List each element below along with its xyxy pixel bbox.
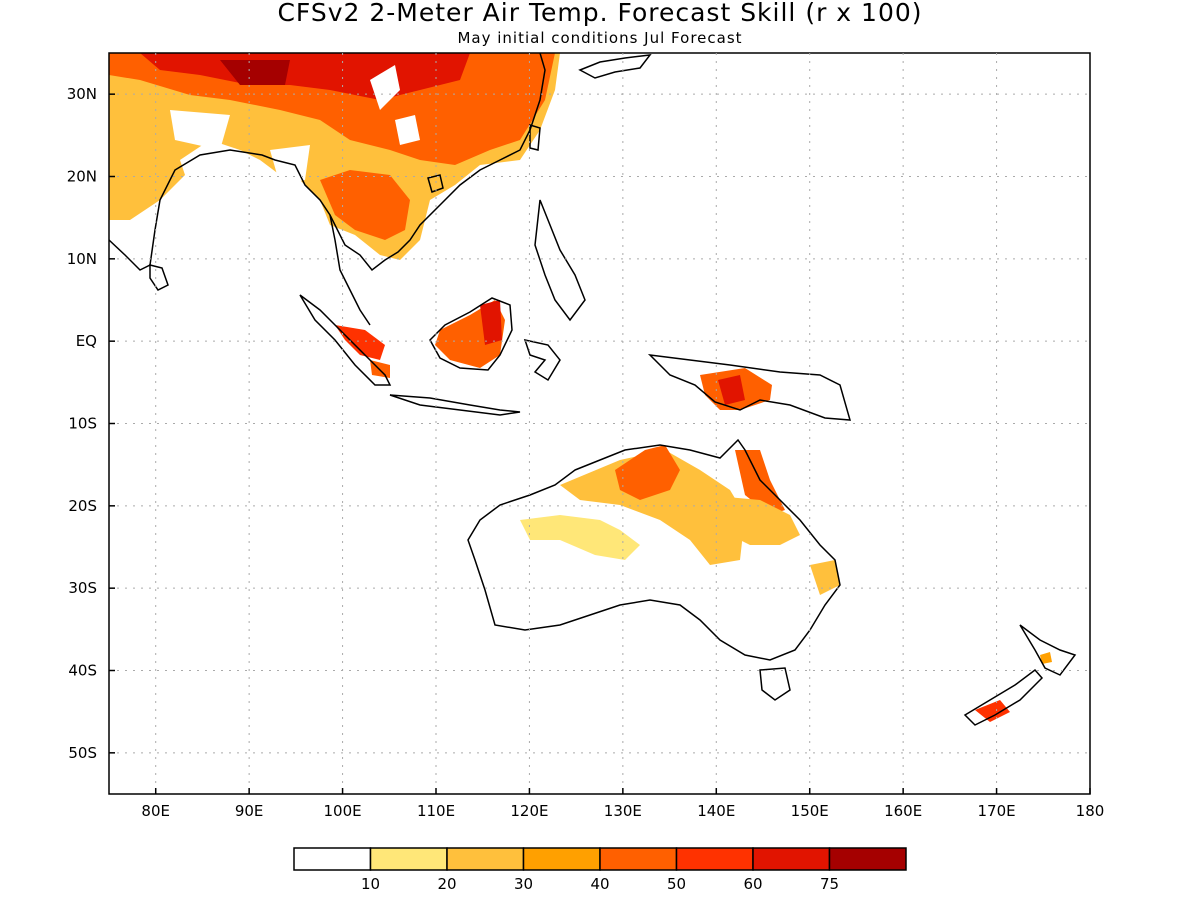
x-tick-label: 170E <box>978 802 1016 820</box>
colorbar-swatch <box>369 847 448 871</box>
coast-asia <box>109 53 546 272</box>
coast-sri-lanka <box>149 264 169 291</box>
coast-new-zealand-south <box>963 668 1044 726</box>
coast-new-zealand-north <box>1019 624 1077 676</box>
coast-australia <box>467 438 841 661</box>
y-tick-label: 10S <box>68 415 97 433</box>
skill-region-nsw <box>810 560 840 595</box>
skill-hole <box>370 65 400 110</box>
skill-region-new-zealand <box>975 700 1010 722</box>
latitude-axis: 30N 20N 10N EQ 10S 20S 30S 40S 50S <box>67 85 115 762</box>
skill-hole <box>395 115 420 145</box>
colorbar: 10 20 30 40 50 60 75 <box>293 847 907 893</box>
colorbar-swatch <box>522 847 601 871</box>
coast-malay <box>329 214 371 326</box>
y-tick-label: 50S <box>68 744 97 762</box>
map-subtitle: May initial conditions Jul Forecast <box>457 29 743 47</box>
skill-shading <box>109 53 1052 722</box>
coast-new-guinea <box>647 353 852 421</box>
x-tick-label: 100E <box>324 802 362 820</box>
x-tick-label: 150E <box>791 802 829 820</box>
x-tick-label: 80E <box>141 802 170 820</box>
colorbar-label: 50 <box>667 875 686 893</box>
skill-region-new-zealand-n <box>1040 652 1052 664</box>
skill-region-australia-yellow <box>520 515 640 560</box>
y-tick-label: 20S <box>68 497 97 515</box>
skill-region-australia-arnhem <box>615 445 680 500</box>
skill-region-indochina <box>320 170 410 240</box>
coast-sulawesi <box>523 338 561 382</box>
colorbar-swatch <box>828 847 907 871</box>
skill-region-india <box>125 130 185 200</box>
skill-region-sumatra <box>335 325 385 360</box>
skill-hole <box>270 145 310 185</box>
y-tick-label: 10N <box>67 250 97 268</box>
skill-region-new-guinea-core <box>718 375 745 405</box>
map-title: CFSv2 2-Meter Air Temp. Forecast Skill (… <box>277 0 923 27</box>
colorbar-swatch <box>446 847 525 871</box>
y-tick-label: 30S <box>68 579 97 597</box>
x-tick-label: 90E <box>235 802 264 820</box>
skill-hole <box>170 110 230 150</box>
colorbar-swatch <box>752 847 831 871</box>
skill-region-cape-york <box>735 450 785 515</box>
graticule <box>109 53 1090 794</box>
coast-philippines <box>534 199 586 322</box>
colorbar-label: 40 <box>590 875 609 893</box>
skill-region-china-max <box>220 60 290 85</box>
coast-tasmania <box>759 667 791 701</box>
colorbar-label: 10 <box>361 875 380 893</box>
colorbar-label: 75 <box>820 875 839 893</box>
x-tick-label: 160E <box>884 802 922 820</box>
skill-region-borneo-core <box>480 300 502 345</box>
x-tick-label: 110E <box>417 802 455 820</box>
colorbar-swatch <box>675 847 754 871</box>
longitude-axis: 80E 90E 100E 110E 120E 130E 140E 150E 160E 170E 18… <box>141 788 1104 820</box>
x-tick-label: 130E <box>604 802 642 820</box>
colorbar-swatch <box>599 847 678 871</box>
skill-region-australia-north <box>560 450 745 565</box>
x-tick-label: 180 <box>1076 802 1105 820</box>
colorbar-label: 20 <box>437 875 456 893</box>
colorbar-swatch <box>293 847 372 871</box>
y-tick-label: 30N <box>67 85 97 103</box>
x-tick-label: 120E <box>510 802 548 820</box>
coast-borneo <box>429 297 513 371</box>
colorbar-label: 30 <box>514 875 533 893</box>
y-tick-label: 40S <box>68 662 97 680</box>
coast-japan <box>578 54 652 79</box>
coast-taiwan <box>529 123 541 151</box>
y-tick-label: EQ <box>76 332 97 350</box>
y-tick-label: 20N <box>67 168 97 186</box>
colorbar-label: 60 <box>743 875 762 893</box>
skill-region-queensland <box>705 495 800 545</box>
coast-hainan <box>427 174 444 193</box>
coast-sumatra <box>299 294 392 386</box>
coastlines <box>109 53 1077 726</box>
x-tick-label: 140E <box>697 802 735 820</box>
coast-java <box>389 394 521 416</box>
